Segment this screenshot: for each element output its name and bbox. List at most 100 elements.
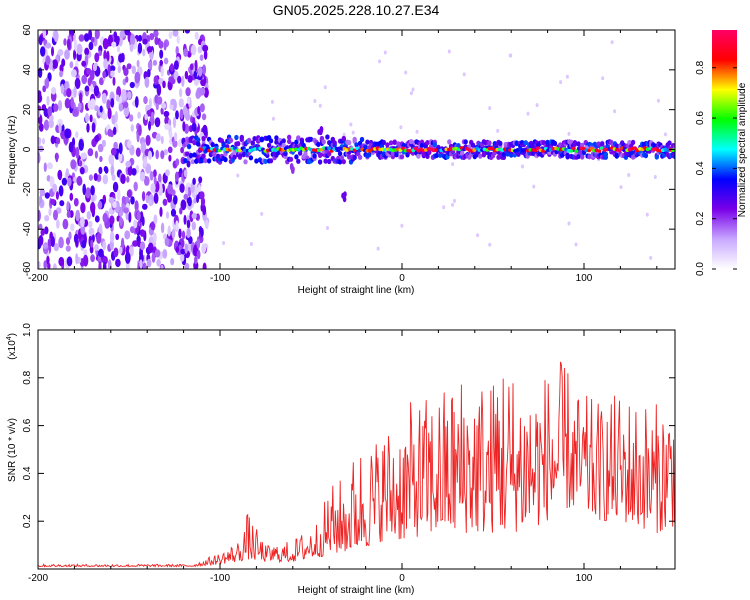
heatmap-cell xyxy=(326,226,329,230)
heatmap-cell xyxy=(109,207,114,215)
colorbar-tick-label: 0.4 xyxy=(695,161,706,175)
heatmap-cell xyxy=(183,48,189,57)
heatmap-cell xyxy=(187,196,192,207)
heatmap-cell xyxy=(181,75,185,88)
heatmap-cell xyxy=(296,158,301,164)
heatmap-cell xyxy=(197,184,202,194)
heatmap-cell xyxy=(498,140,503,146)
heatmap-cell xyxy=(181,230,186,240)
heatmap-cell xyxy=(260,211,264,216)
heatmap-cell xyxy=(200,79,206,87)
heatmap-cell xyxy=(38,137,42,145)
heatmap-cell xyxy=(154,117,161,128)
heatmap-cell xyxy=(274,139,279,145)
heatmap-cell xyxy=(281,142,286,148)
heatmap-cell xyxy=(294,154,299,160)
heatmap-cell xyxy=(44,192,50,199)
heatmap-cell xyxy=(341,135,346,142)
heatmap-cell xyxy=(63,38,67,46)
heatmap-cell xyxy=(69,61,74,69)
heatmap-cell xyxy=(80,152,87,160)
heatmap-cell xyxy=(193,70,198,79)
heatmap-cell xyxy=(667,140,672,146)
heatmap-cell xyxy=(72,108,79,117)
heatmap-cell xyxy=(94,30,100,40)
heatmap-cell xyxy=(93,173,98,181)
heatmap-cell xyxy=(73,49,77,61)
heatmap-cell xyxy=(70,159,77,170)
heatmap-cell xyxy=(172,30,179,37)
heatmap-cell xyxy=(115,94,120,102)
heatmap-cell xyxy=(139,259,143,269)
heatmap-cell xyxy=(296,135,301,141)
heatmap-cell xyxy=(580,154,585,160)
heatmap-cell xyxy=(38,35,43,46)
heatmap-cell xyxy=(57,100,63,111)
heatmap-cell xyxy=(349,122,353,127)
heatmap-cell xyxy=(121,195,126,204)
heatmap-cell xyxy=(81,60,87,67)
heatmap-cell xyxy=(148,120,151,131)
heatmap-cell xyxy=(462,72,466,77)
heatmap-cell xyxy=(46,255,50,265)
heatmap-cell xyxy=(162,80,166,89)
heatmap-cell xyxy=(160,222,165,234)
heatmap-cell xyxy=(578,150,583,156)
heatmap-cell xyxy=(76,43,83,55)
heatmap-cell xyxy=(164,123,170,130)
heatmap-cell xyxy=(481,152,487,158)
heatmap-cell xyxy=(415,129,419,134)
heatmap-cell xyxy=(137,111,141,119)
heatmap-cell xyxy=(123,207,129,214)
heatmap-cell xyxy=(56,219,60,229)
heatmap-cell xyxy=(352,136,357,142)
heatmap-cell xyxy=(38,151,41,163)
heatmap-cell xyxy=(155,133,161,142)
heatmap-cell xyxy=(146,110,152,117)
heatmap-cell xyxy=(194,59,198,72)
heatmap-cell xyxy=(116,215,120,222)
heatmap-cell xyxy=(113,247,119,258)
heatmap-cell xyxy=(490,146,495,150)
heatmap-cell xyxy=(287,138,292,145)
heatmap-cell xyxy=(77,102,82,111)
heatmap-cell xyxy=(114,111,118,123)
heatmap-cell xyxy=(185,112,191,121)
heatmap-cell xyxy=(199,191,205,200)
heatmap-cell xyxy=(66,38,71,50)
heatmap-cell xyxy=(196,141,201,147)
heatmap-cell xyxy=(399,125,403,130)
heatmap-cell xyxy=(93,85,100,97)
heatmap-cell xyxy=(103,58,108,69)
heatmap-cell xyxy=(536,146,541,150)
heatmap-cell xyxy=(202,64,207,75)
heatmap-cell xyxy=(59,70,63,78)
heatmap-cell xyxy=(149,170,154,181)
snr-panel: -200 -100 0 100 0.2 0.4 0.6 0.8 1.0 Height of st… xyxy=(6,323,676,596)
heatmap-cell xyxy=(47,262,51,269)
heatmap-cell xyxy=(174,132,178,142)
heatmap-cell xyxy=(416,153,421,159)
heatmap-cell xyxy=(496,128,500,133)
heatmap-cell xyxy=(142,48,146,57)
heatmap-cell xyxy=(565,74,569,79)
heatmap-cell xyxy=(159,59,163,66)
heatmap-cell xyxy=(154,249,161,258)
heatmap-cell xyxy=(74,77,81,90)
heatmap-cell xyxy=(81,74,88,85)
heatmap-cell xyxy=(151,111,155,120)
heatmap-cell xyxy=(447,139,452,145)
heatmap-cell xyxy=(63,88,68,97)
heatmap-cell xyxy=(643,153,649,159)
heatmap-cell xyxy=(118,53,124,63)
heatmap-cell xyxy=(58,236,64,249)
heatmap-cell xyxy=(576,141,581,147)
heatmap-cell xyxy=(222,241,226,245)
heatmap-cell xyxy=(96,232,102,244)
y-tick-label: -40 xyxy=(22,222,33,237)
heatmap-cell xyxy=(51,87,57,95)
heatmap-cell xyxy=(96,174,102,182)
heatmap-cell xyxy=(102,240,107,251)
